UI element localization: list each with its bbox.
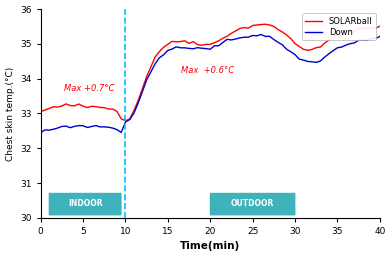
Text: Max +0.7°C: Max +0.7°C: [65, 84, 115, 93]
SOLARball: [339, 30, 344, 33]
SOLARball: [377, 25, 382, 28]
Down: [318, 60, 323, 63]
Text: INDOOR: INDOOR: [68, 199, 102, 208]
SOLARball: [352, 30, 357, 33]
FancyBboxPatch shape: [210, 193, 296, 215]
Y-axis label: Chest skin temp.(°C): Chest skin temp.(°C): [5, 66, 14, 161]
SOLARball: [322, 42, 327, 45]
Line: SOLARball: SOLARball: [41, 24, 380, 121]
Line: Down: Down: [41, 34, 380, 133]
Down: [292, 53, 297, 56]
Down: [225, 38, 230, 41]
SOLARball: [229, 32, 234, 35]
Down: [250, 34, 255, 37]
SOLARball: [255, 23, 259, 26]
SOLARball: [123, 119, 128, 122]
Down: [38, 131, 43, 134]
Down: [259, 33, 264, 36]
SOLARball: [297, 45, 301, 48]
SOLARball: [38, 110, 43, 113]
Text: Max  +0.6°C: Max +0.6°C: [181, 67, 234, 76]
Legend: SOLARball, Down: SOLARball, Down: [302, 13, 376, 40]
Down: [335, 46, 340, 49]
Down: [348, 42, 352, 45]
X-axis label: Time(min): Time(min): [180, 241, 240, 251]
SOLARball: [263, 23, 268, 26]
Text: OUTDOOR: OUTDOOR: [231, 199, 274, 208]
Down: [377, 35, 382, 38]
FancyBboxPatch shape: [49, 193, 122, 215]
